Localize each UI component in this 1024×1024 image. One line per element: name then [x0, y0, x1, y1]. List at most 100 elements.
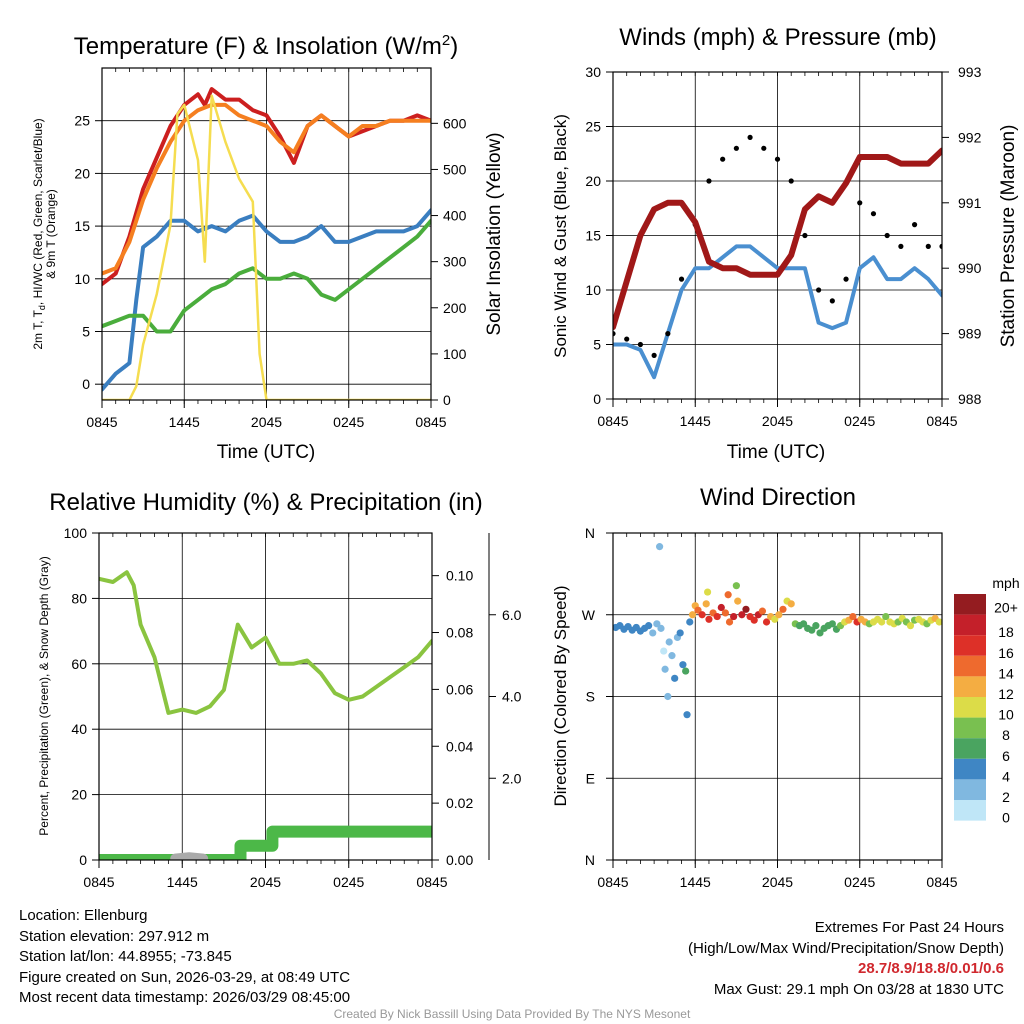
colorbar-label: 20+ — [994, 600, 1018, 616]
y-tick-label: 0 — [593, 391, 601, 407]
rh-x-axis: 0845 1445 2045 0245 0845 — [83, 533, 448, 890]
precip-tick-label: 0.10 — [446, 568, 473, 584]
series-station-pressure — [613, 147, 942, 331]
y2-tick-label: 400 — [443, 208, 467, 224]
y-tick-label: S — [586, 689, 595, 705]
wdir-ylabel-left: Direction (Colored By Speed) — [551, 585, 570, 806]
series-precipitation — [99, 825, 432, 860]
y2-tick-label: 990 — [958, 260, 982, 276]
direction-point — [849, 612, 857, 621]
direction-point — [682, 667, 690, 675]
colorbar-label: 14 — [998, 665, 1014, 681]
snow-tick-label: 6.0 — [502, 607, 522, 623]
direction-point — [734, 597, 742, 605]
wdir-grid — [613, 533, 942, 860]
direction-point — [717, 603, 725, 612]
precip-tick-label: 0.08 — [446, 625, 473, 641]
direction-point — [775, 611, 783, 619]
y-tick-label: 10 — [74, 271, 90, 287]
x-tick-label: 0845 — [86, 414, 117, 430]
y-tick-label: 100 — [64, 525, 88, 541]
y-tick-label: 5 — [593, 337, 601, 353]
direction-point — [698, 611, 706, 619]
speed-colorbar: 20+ 18 16 14 12 10 8 6 4 2 0 — [954, 594, 1018, 826]
wind-ylabel-left: Sonic Wind & Gust (Blue, Black) — [551, 114, 570, 358]
colorbar-swatch — [954, 614, 986, 636]
colorbar-label: 18 — [998, 624, 1014, 640]
y-tick-label: 15 — [74, 218, 90, 234]
x-tick-label: 0845 — [926, 874, 957, 890]
y-tick-label: 0 — [82, 376, 90, 392]
colorbar-swatch — [954, 758, 986, 780]
x-tick-label: 0245 — [333, 874, 364, 890]
snow-tick-label: 4.0 — [502, 689, 522, 705]
gust-point — [733, 145, 739, 151]
y-tick-label: 15 — [585, 228, 601, 244]
colorbar-swatch — [954, 717, 986, 739]
x-tick-label: 0845 — [83, 874, 114, 890]
x-tick-label: 2045 — [250, 874, 281, 890]
y-tick-label: 20 — [71, 787, 87, 803]
temp-title: Temperature (F) & Insolation (W/m2) — [74, 32, 458, 60]
wind-grid — [613, 72, 942, 399]
y-tick-label: N — [585, 852, 595, 868]
direction-point — [742, 605, 750, 613]
x-tick-label: 2045 — [762, 874, 793, 890]
temp-xlabel: Time (UTC) — [217, 442, 316, 463]
y-tick-label: 80 — [71, 590, 87, 606]
gust-point — [898, 243, 904, 249]
y2-tick-label: 991 — [958, 195, 982, 211]
credit-line: Created By Nick Bassill Using Data Provi… — [333, 1007, 691, 1021]
direction-point — [882, 612, 890, 621]
colorbar-label: 12 — [998, 686, 1014, 702]
direction-point — [878, 618, 886, 626]
humidity-panel: Relative Humidity (%) & Precipitation (i… — [37, 489, 522, 890]
gust-point — [747, 134, 753, 140]
direction-point — [713, 612, 721, 621]
wdir-x-axis: 0845 1445 2045 0245 0845 — [597, 533, 958, 890]
wind-left-axis: 0 5 10 15 20 25 30 — [585, 64, 613, 407]
x-tick-label: 0245 — [333, 414, 364, 430]
wind-ylabel-right: Station Pressure (Maroon) — [998, 125, 1019, 348]
x-tick-label: 2045 — [762, 413, 793, 429]
direction-point — [787, 600, 795, 608]
series-snow-depth — [170, 852, 209, 860]
y-tick-label: 0 — [79, 852, 87, 868]
gust-point — [925, 243, 931, 249]
y-tick-label: 30 — [585, 64, 601, 80]
colorbar-label: 8 — [1002, 727, 1010, 743]
temp-x-axis: 0845 1445 2045 0245 0845 — [86, 68, 447, 430]
direction-point — [679, 661, 687, 669]
direction-point — [660, 647, 668, 655]
gust-point — [720, 156, 726, 162]
direction-point — [702, 600, 710, 608]
y-tick-label: 25 — [74, 113, 90, 129]
gust-point — [651, 352, 657, 358]
gust-point — [665, 331, 671, 337]
rh-left-axis: 0 20 40 60 80 100 — [64, 525, 99, 868]
wind-x-axis: 0845 1445 2045 0245 0845 — [597, 72, 958, 429]
direction-point — [668, 652, 676, 660]
wdir-series-group — [613, 543, 942, 719]
gust-point — [802, 232, 808, 239]
y2-tick-label: 988 — [958, 391, 982, 407]
gust-point — [637, 341, 644, 348]
colorbar-label: 16 — [998, 645, 1014, 661]
precip-tick-label: 0.00 — [446, 852, 473, 868]
colorbar-swatch — [954, 738, 986, 759]
temperature-panel: Temperature (F) & Insolation (W/m2) 0 5 10… — [31, 32, 505, 463]
series-9m-t — [102, 102, 431, 276]
temp-right-axis: 0 100 200 300 400 500 600 — [431, 115, 467, 408]
direction-point — [730, 612, 738, 621]
direction-point — [724, 591, 732, 599]
colorbar-swatch — [954, 779, 986, 800]
precip-tick-label: 0.06 — [446, 681, 473, 697]
y-tick-label: 25 — [585, 119, 601, 135]
rh-ylabel-left: Percent, Precipitation (Green), & Snow D… — [37, 556, 51, 835]
figure-created: Figure created on Sun, 2026-03-29, at 08… — [19, 968, 351, 986]
svg-text:2m T, Td, HI/WC (Red, Green, S: 2m T, Td, HI/WC (Red, Green, Scarlet/Blu… — [31, 118, 47, 349]
temp-ylabel-left: 2m T, Td, HI/WC (Red, Green, Scarlet/Blu… — [31, 118, 58, 349]
colorbar-swatch — [954, 635, 986, 656]
station-info: Location: Ellenburg Station elevation: 2… — [19, 906, 350, 1009]
rh-snow-axis: 2.0 4.0 6.0 — [488, 533, 522, 860]
